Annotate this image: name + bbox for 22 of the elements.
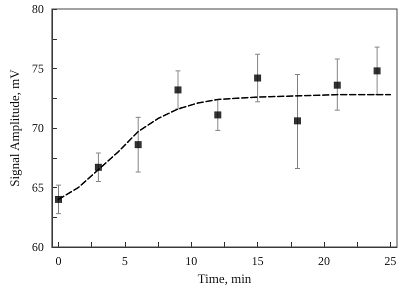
y-axis-title: Signal Amplitude, mV <box>7 68 22 187</box>
x-tick-label: 10 <box>185 254 198 268</box>
y-tick-label: 65 <box>32 180 44 194</box>
point <box>374 67 381 74</box>
point <box>334 82 341 89</box>
point <box>134 141 142 148</box>
y-tick-label: 70 <box>32 121 44 135</box>
point <box>94 164 102 171</box>
x-tick-label: 0 <box>56 254 62 268</box>
point <box>214 111 222 118</box>
point <box>174 86 182 94</box>
x-tick-label: 25 <box>384 254 396 268</box>
x-tick-label: 20 <box>318 254 330 268</box>
point <box>254 74 262 82</box>
y-tick-label: 75 <box>32 62 44 76</box>
point <box>294 117 301 124</box>
y-tick-label: 80 <box>32 2 44 16</box>
x-tick-label: 5 <box>122 254 128 268</box>
x-axis-title: Time, min <box>198 270 252 286</box>
y-tick-label: 60 <box>32 240 44 254</box>
point <box>55 196 62 203</box>
x-tick-label: 15 <box>252 254 264 268</box>
